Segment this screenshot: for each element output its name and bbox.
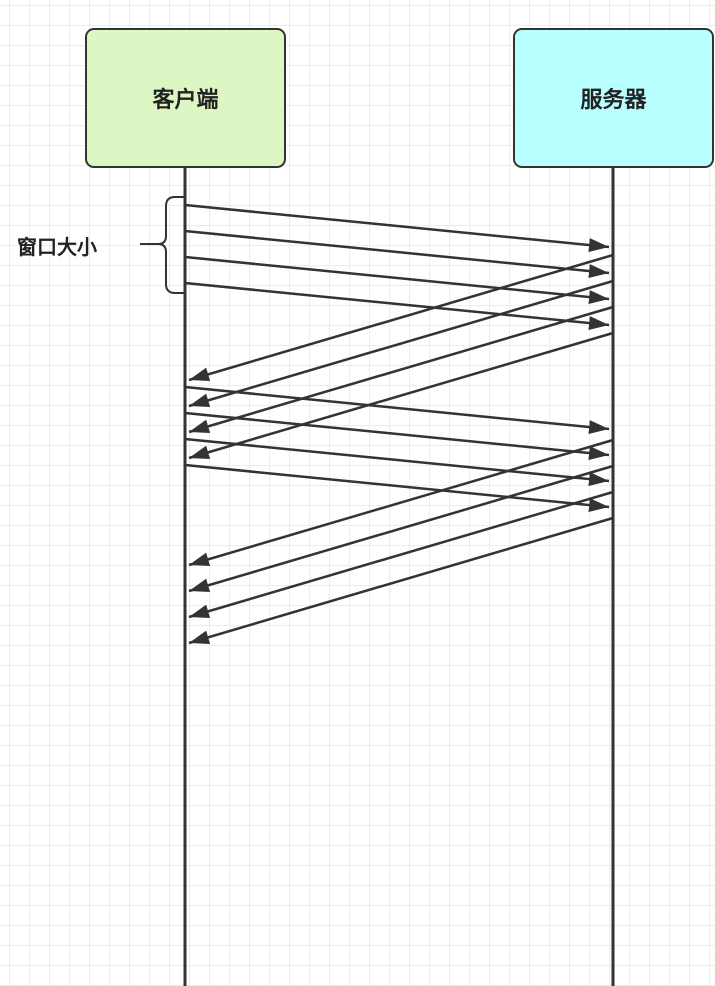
server-actor-label: 服务器 (580, 88, 647, 113)
message-arrow-client-to-server (184, 411, 610, 460)
message-arrow-server-to-client (188, 279, 614, 408)
message-arrows (184, 203, 614, 645)
client-actor-box: 客户端 (85, 28, 286, 168)
message-arrow-client-to-server (184, 255, 610, 304)
message-arrow-server-to-client (188, 464, 614, 593)
message-arrow-server-to-client (188, 331, 614, 460)
window-size-label: 窗口大小 (17, 235, 97, 259)
message-arrow-client-to-server (184, 229, 610, 278)
message-arrow-client-to-server (184, 203, 610, 252)
window-size-brace (140, 196, 185, 294)
message-arrow-client-to-server (184, 463, 610, 512)
message-arrow-client-to-server (184, 281, 610, 330)
message-arrow-client-to-server (184, 437, 610, 486)
message-arrow-server-to-client (188, 253, 614, 382)
message-arrow-server-to-client (188, 490, 614, 619)
message-arrow-server-to-client (188, 438, 614, 567)
server-actor-box: 服务器 (513, 28, 714, 168)
message-arrow-client-to-server (184, 385, 610, 434)
message-arrow-server-to-client (188, 305, 614, 434)
client-actor-label: 客户端 (152, 88, 219, 113)
message-arrow-server-to-client (188, 516, 614, 645)
